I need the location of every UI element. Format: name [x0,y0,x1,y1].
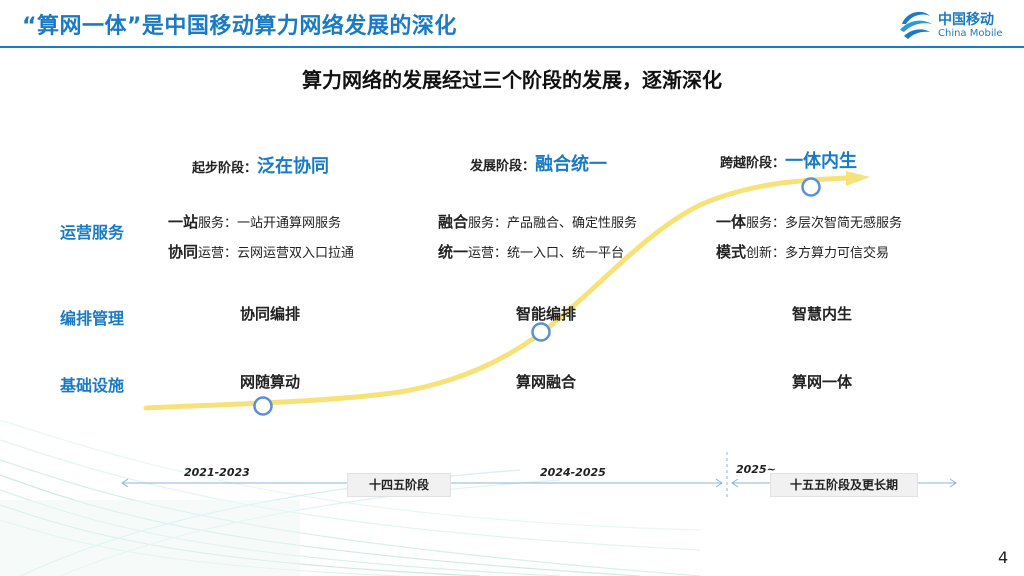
stage-name: 一体内生 [785,151,858,172]
orch-cell-2: 智能编排 [516,305,577,323]
stage-prefix: 跨越阶段： [720,156,786,171]
china-mobile-logo-icon [900,11,932,39]
period-label-1: 2021-2023 [184,466,250,479]
service-text: 创新：多方算力可信交易 [746,246,890,261]
phase-label-15th-five-year: 十五五阶段及更长期 [770,473,918,497]
node-circle-stage-1 [253,396,273,416]
service-line: 一体服务：多层次智简无感服务 [716,211,902,232]
logo-text-cn: 中国移动 [938,12,994,28]
period-label-3: 2025~ [736,463,776,476]
slide-subtitle: 算力网络的发展经过三个阶段的发展，逐渐深化 [302,68,722,92]
service-text: 服务：一站开通算网服务 [198,216,342,231]
background-waves [0,419,700,576]
row-label-ops: 运营服务 [60,223,125,242]
row-label-infra: 基础设施 [60,376,125,395]
service-text: 运营：云网运营双入口拉通 [198,246,355,261]
infra-cell-2: 算网融合 [516,373,577,391]
period-label-2: 2024-2025 [540,466,606,479]
service-key: 一站 [168,213,199,231]
orch-cell-1: 协同编排 [240,305,301,323]
stage-prefix: 起步阶段： [192,161,258,176]
node-circle-stage-2 [531,322,551,342]
title-divider [0,46,1024,48]
service-line: 一站服务：一站开通算网服务 [168,211,341,232]
stage-title-1: 起步阶段：泛在协同 [192,152,329,178]
service-text: 服务：多层次智简无感服务 [746,216,903,231]
logo-text-en: China Mobile [938,28,1003,39]
service-key: 模式 [716,243,747,261]
page-number: 4 [998,548,1009,567]
stage-name: 融合统一 [535,154,608,175]
service-key: 统一 [438,243,469,261]
slide-title: “算网一体”是中国移动算力网络发展的深化 [22,14,457,39]
stage-title-3: 跨越阶段：一体内生 [720,147,857,173]
orch-cell-3: 智慧内生 [792,305,853,323]
stage-title-2: 发展阶段：融合统一 [470,150,607,176]
row-label-orch: 编排管理 [60,309,125,328]
service-key: 一体 [716,213,747,231]
service-text: 服务：产品融合、确定性服务 [468,216,638,231]
stage-prefix: 发展阶段： [470,159,536,174]
service-line: 统一运营：统一入口、统一平台 [438,241,624,262]
infra-cell-1: 网随算动 [240,373,301,391]
phase-label-14th-five-year: 十四五阶段 [347,473,451,497]
service-line: 协同运营：云网运营双入口拉通 [168,241,354,262]
service-key: 融合 [438,213,469,231]
node-circle-stage-3 [801,177,821,197]
service-text: 运营：统一入口、统一平台 [468,246,625,261]
infra-cell-3: 算网一体 [792,373,853,391]
stage-name: 泛在协同 [257,156,330,177]
service-line: 融合服务：产品融合、确定性服务 [438,211,637,232]
service-key: 协同 [168,243,199,261]
service-line: 模式创新：多方算力可信交易 [716,241,889,262]
